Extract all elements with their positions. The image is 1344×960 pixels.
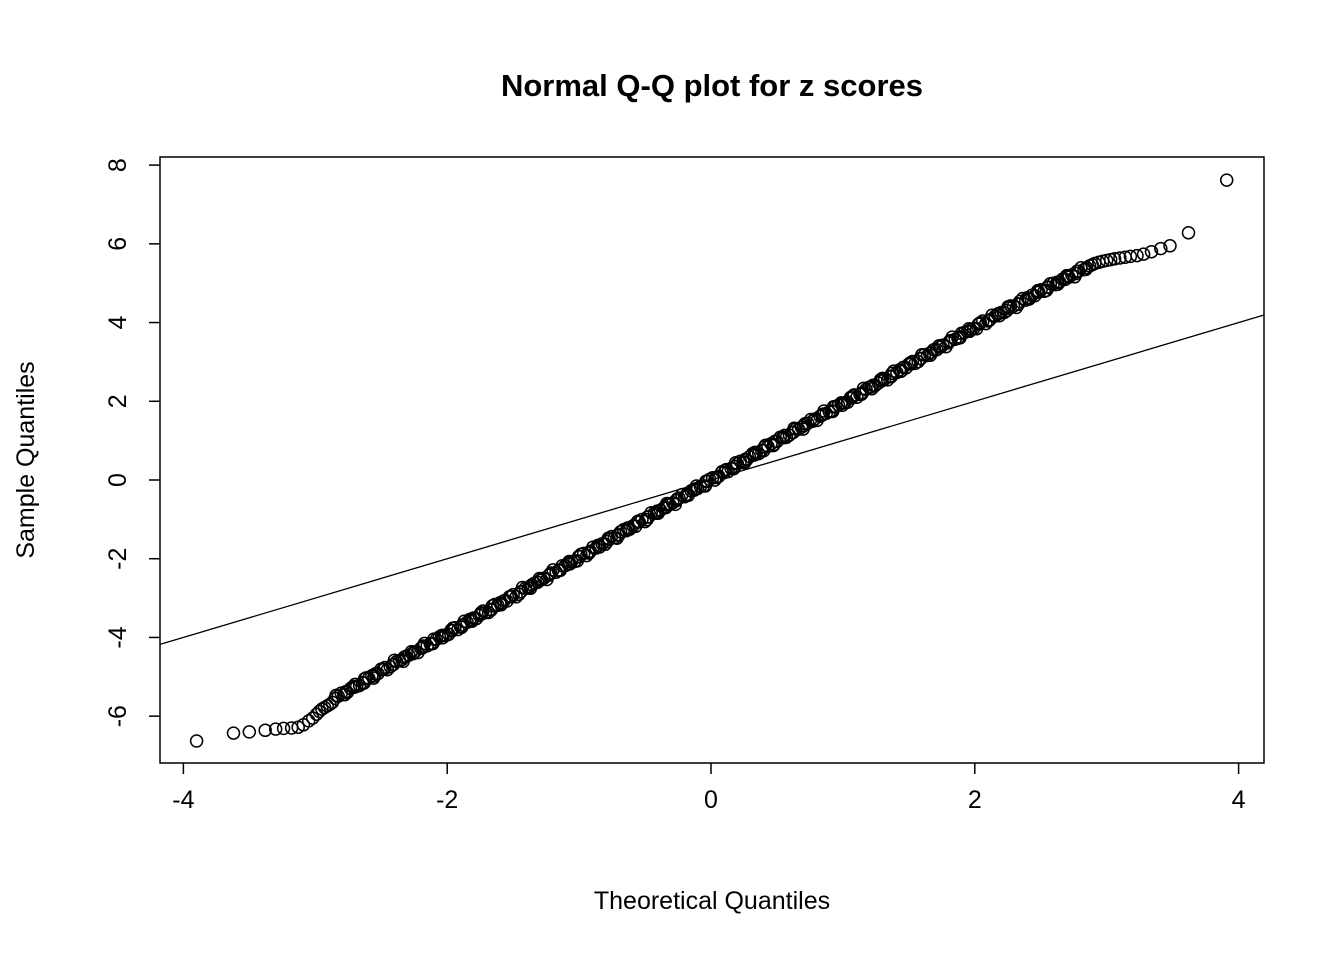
band-point — [1071, 264, 1086, 279]
y-tick-label: -4 — [104, 626, 132, 648]
y-tick-label: 4 — [104, 316, 132, 330]
x-axis-label: Theoretical Quantiles — [594, 887, 830, 915]
band-point — [672, 491, 686, 505]
band-point — [448, 621, 462, 635]
band-point — [576, 546, 591, 561]
tail-point — [226, 726, 241, 740]
band-point — [885, 366, 899, 381]
x-tick-label: -4 — [172, 786, 194, 814]
tail-point — [242, 725, 257, 739]
x-tick-label: 2 — [968, 786, 982, 814]
band-point — [544, 566, 558, 580]
y-tick-label: 6 — [104, 237, 132, 251]
band-point — [572, 550, 587, 564]
chart-title: Normal Q-Q plot for z scores — [501, 68, 923, 103]
tail-point — [1163, 239, 1177, 253]
tail-point — [276, 721, 291, 736]
tail-point — [1154, 241, 1168, 256]
tail-point — [1130, 248, 1144, 263]
tail-point — [1113, 251, 1127, 265]
band-point — [777, 428, 792, 443]
tail-point — [323, 697, 337, 712]
tail-point — [301, 714, 316, 728]
tail-point — [1181, 226, 1196, 240]
tail-point — [268, 722, 283, 736]
x-tick-label: -2 — [436, 786, 458, 814]
tail-point — [1219, 173, 1234, 187]
band-point — [905, 354, 920, 369]
band-point — [1051, 277, 1065, 291]
axis-tick-labels: -4 -2 0 2 4 -6 -4 -2 0 2 4 6 8 — [104, 158, 1246, 814]
data-points — [189, 173, 1234, 748]
y-tick-label: 0 — [104, 473, 132, 487]
band-point — [506, 587, 520, 602]
band-point — [730, 457, 745, 471]
plot-box — [159, 156, 1265, 764]
tail-point — [1144, 244, 1159, 259]
band-point — [962, 324, 977, 339]
y-tick-label: 8 — [104, 158, 132, 172]
y-tick-label: 2 — [104, 394, 132, 408]
tail-point — [1136, 247, 1151, 261]
band-point — [472, 608, 486, 623]
y-tick-label: -2 — [104, 548, 132, 570]
y-axis-label: Sample Quantiles — [12, 361, 40, 558]
tail-point — [258, 723, 272, 738]
y-tick-label: -6 — [104, 705, 132, 727]
band-point — [378, 660, 392, 675]
band-point — [613, 525, 628, 539]
tail-point — [1123, 249, 1138, 264]
band-point — [973, 315, 988, 330]
tail-point — [1107, 252, 1122, 266]
band-point — [485, 599, 500, 613]
band-point — [847, 388, 861, 402]
x-tick-label: 4 — [1232, 786, 1246, 814]
x-tick-label: 0 — [704, 786, 718, 814]
tail-point — [189, 734, 204, 748]
axis-tick-marks — [149, 164, 1240, 774]
band-point — [395, 652, 409, 667]
band-point — [509, 590, 523, 604]
tail-point — [325, 695, 340, 710]
band-point — [702, 472, 717, 487]
band-point — [719, 462, 733, 477]
band-point — [1013, 294, 1027, 309]
band-point — [945, 330, 959, 344]
